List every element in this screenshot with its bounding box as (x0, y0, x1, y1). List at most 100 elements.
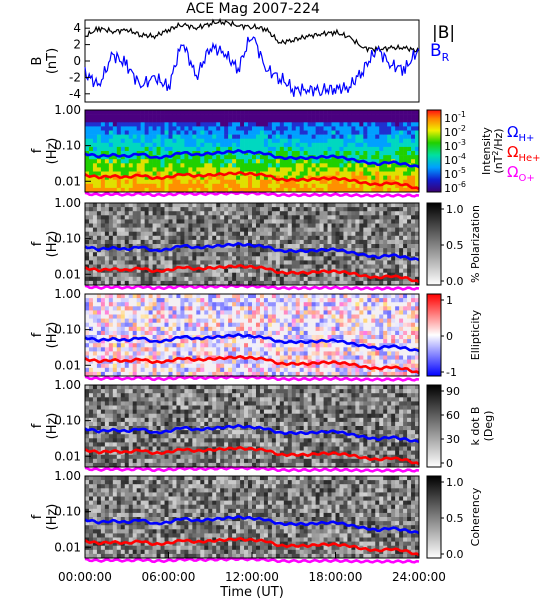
spectrogram-cell (407, 235, 412, 241)
spectrogram-cell (168, 371, 173, 377)
spectrogram-cell (120, 235, 126, 241)
spectrogram-cell (359, 163, 364, 168)
spectrogram-cell (204, 248, 209, 253)
spectrogram-cell (152, 335, 157, 340)
spectrogram-cell (303, 294, 308, 299)
spectrogram-cell (363, 244, 368, 249)
spectrogram-cell (351, 302, 356, 307)
spectrogram-cell (303, 134, 308, 139)
spectrogram-cell (240, 179, 245, 185)
spectrogram-cell (267, 298, 273, 303)
spectrogram-cell (279, 235, 285, 241)
spectrogram-cell (140, 239, 145, 245)
spectrogram-cell (415, 138, 420, 144)
spectrogram-cell (367, 151, 372, 156)
spectrogram-cell (287, 252, 293, 257)
spectrogram-cell (391, 219, 396, 224)
spectrogram-cell (307, 211, 312, 216)
spectrogram-cell (188, 252, 193, 257)
spectrogram-cell (92, 175, 98, 180)
spectrogram-cell (240, 118, 245, 123)
spectrogram-cell (164, 347, 169, 352)
spectrogram-cell (208, 235, 213, 241)
spectrogram-cell (116, 126, 122, 131)
spectrogram-cell (168, 335, 173, 340)
spectrogram-cell (92, 130, 98, 135)
spectrogram-cell (136, 231, 141, 237)
spectrogram-cell (112, 371, 118, 377)
spectrogram-cell (403, 211, 408, 216)
spectrogram-cell (224, 130, 229, 135)
spectrogram-cell (363, 294, 368, 299)
spectrogram-cell (339, 114, 344, 119)
spectrogram-cell (283, 244, 289, 249)
spectrogram-cell (136, 330, 141, 336)
spectrogram-cell (387, 219, 392, 224)
spectrogram-cell (172, 231, 177, 237)
spectrogram-cell (355, 134, 360, 139)
spectrogram-cell (228, 138, 233, 144)
spectrogram-cell (216, 318, 221, 323)
spectrogram-cell (263, 330, 269, 336)
spectrogram-cell (303, 183, 308, 189)
spectrogram-cell (232, 256, 237, 261)
spectrogram-cell (180, 326, 185, 332)
spectrogram-cell (279, 310, 285, 315)
spectrogram-cell (287, 211, 293, 216)
spectrogram-cell (116, 280, 122, 286)
spectrogram-cell (363, 146, 368, 152)
spectrogram-cell (152, 244, 157, 249)
spectrogram-cell (287, 306, 293, 311)
spectrogram-cell (359, 114, 364, 119)
spectrogram-cell (128, 151, 134, 156)
spectrogram-cell (399, 179, 404, 185)
spectrogram-cell (120, 302, 126, 307)
spectrogram-cell (164, 126, 169, 131)
spectrogram-cell (395, 260, 400, 265)
spectrogram-cell (164, 110, 169, 115)
spectrogram-cell (319, 294, 324, 299)
spectrogram-cell (200, 159, 205, 164)
spectrogram-cell (220, 367, 225, 373)
spectrogram-cell (303, 142, 308, 148)
spectrogram-cell (375, 239, 380, 245)
spectrogram-cell (331, 114, 336, 119)
spectrogram-cell (204, 223, 209, 228)
spectrogram-cell (108, 260, 114, 265)
spectrogram-cell (259, 223, 265, 228)
spectrogram-cell (395, 203, 400, 208)
spectrogram-cell (411, 126, 416, 131)
spectrogram-cell (319, 310, 324, 315)
spectrogram-cell (307, 167, 312, 172)
spectrogram-cell (299, 138, 304, 144)
spectrogram-cell (363, 339, 368, 344)
spectrogram-cell (339, 134, 344, 139)
spectrogram-cell (236, 256, 241, 261)
spectrogram-cell (96, 130, 102, 135)
spectrogram-cell (248, 330, 253, 336)
spectrogram-cell (192, 248, 197, 253)
spectrogram-cell (379, 339, 384, 344)
spectrogram-cell (252, 310, 257, 315)
spectrogram-cell (411, 142, 416, 148)
spectrogram-cell (156, 207, 161, 212)
spectrogram-cell (212, 371, 217, 377)
spectrogram-cell (323, 256, 328, 261)
spectrogram-cell (236, 211, 241, 216)
spectrogram-cell (359, 187, 364, 193)
spectrogram-cell (236, 207, 241, 212)
spectrogram-cell (315, 239, 320, 245)
spectrogram-cell (267, 122, 273, 127)
spectrogram-cell (152, 207, 157, 212)
spectrogram-cell (255, 146, 261, 152)
spectrogram-cell (387, 355, 392, 360)
spectrogram-cell (140, 351, 145, 356)
spectrogram-cell (124, 326, 130, 332)
spectrogram-cell (196, 322, 201, 328)
spectrogram-cell (164, 122, 169, 127)
spectrogram-cell (367, 146, 372, 152)
spectrogram-cell (204, 142, 209, 148)
spectrogram-cell (156, 235, 161, 241)
spectrogram-cell (383, 183, 388, 189)
spectrogram-cell (204, 215, 209, 220)
